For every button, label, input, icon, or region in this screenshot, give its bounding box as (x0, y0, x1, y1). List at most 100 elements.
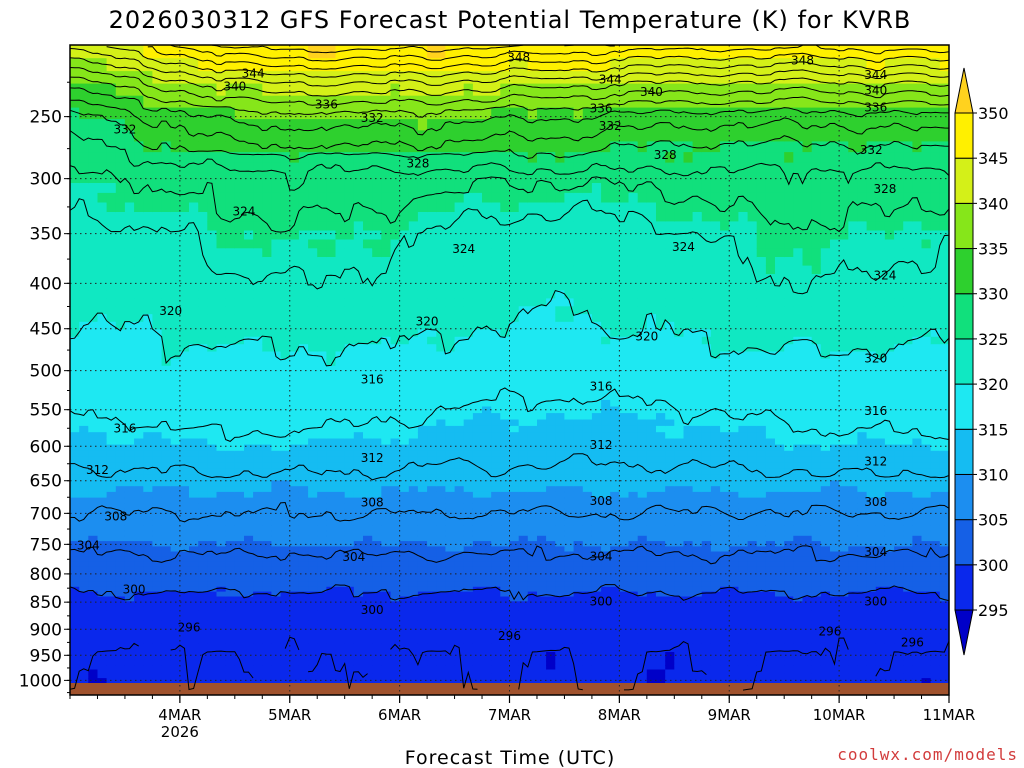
fill-cell (289, 379, 300, 388)
fill-cell (134, 336, 144, 345)
fill-cell (97, 541, 108, 547)
fill-cell (491, 336, 501, 345)
fill-cell (472, 556, 483, 563)
fill-cell (381, 212, 392, 222)
fill-cell (326, 83, 337, 97)
fill-cell (381, 321, 392, 330)
fill-cell (482, 351, 492, 360)
fill-cell (518, 336, 529, 345)
fill-cell (445, 239, 456, 249)
fill-cell (244, 336, 254, 345)
fill-cell (344, 432, 355, 439)
fill-cell (161, 620, 172, 626)
fill-cell (436, 152, 447, 164)
fill-cell (189, 551, 199, 558)
fill-cell (482, 678, 492, 683)
fill-cell (463, 514, 474, 521)
fill-cell (308, 192, 318, 204)
fill-cell (289, 239, 300, 249)
fill-cell (271, 351, 282, 360)
fill-cell (161, 130, 172, 142)
fill-cell (216, 107, 227, 120)
fill-cell (308, 596, 318, 602)
fill-cell (326, 344, 337, 353)
fill-cell (326, 530, 337, 537)
fill-cell (106, 525, 117, 532)
fill-cell (97, 634, 108, 640)
fill-cell (463, 652, 474, 657)
fill-cell (491, 306, 501, 315)
fill-cell (170, 413, 181, 421)
fill-cell (134, 282, 144, 291)
fill-cell (399, 656, 410, 662)
fill-cell (253, 462, 263, 470)
fill-cell (70, 358, 80, 367)
fill-cell (234, 130, 245, 142)
fill-cell (124, 172, 135, 184)
fill-cell (344, 556, 355, 563)
fill-cell (427, 486, 437, 493)
fill-cell (363, 444, 373, 452)
fill-cell (253, 425, 263, 433)
fill-cell (262, 372, 273, 381)
fill-cell (472, 212, 483, 222)
fill-cell (207, 314, 218, 323)
fill-cell (436, 314, 447, 323)
fill-cell (106, 202, 117, 213)
fill-cell (244, 95, 254, 109)
fill-cell (427, 647, 437, 653)
fill-cell (134, 551, 144, 558)
fill-cell (106, 638, 117, 644)
fill-cell (491, 629, 501, 635)
fill-cell (189, 239, 199, 249)
fill-cell (372, 221, 382, 232)
fill-cell (436, 519, 447, 526)
fill-cell (372, 571, 382, 578)
fill-cell (79, 624, 89, 630)
fill-cell (399, 406, 410, 414)
fill-cell (335, 192, 346, 204)
fill-cell (152, 456, 163, 464)
fill-cell (308, 491, 318, 499)
fill-cell (124, 678, 135, 683)
fill-cell (289, 358, 300, 367)
fill-cell (79, 239, 89, 249)
fill-cell (390, 514, 401, 521)
fill-cell (436, 321, 447, 330)
fill-cell (527, 172, 538, 184)
fill-cell (417, 432, 428, 439)
fill-cell (143, 413, 154, 421)
fill-cell (509, 432, 520, 439)
fill-cell (88, 183, 99, 194)
fill-cell (124, 298, 135, 307)
fill-cell (298, 673, 309, 679)
fill-cell (143, 248, 154, 258)
fill-cell (344, 541, 355, 547)
fill-cell (454, 282, 465, 291)
fill-cell (216, 329, 227, 338)
fill-cell (170, 399, 181, 408)
fill-cell (207, 141, 218, 153)
fill-cell (161, 119, 172, 131)
fill-cell (445, 248, 456, 258)
fill-cell (482, 58, 492, 72)
fill-cell (106, 306, 117, 315)
fill-cell (491, 399, 501, 408)
fill-cell (308, 647, 318, 653)
fill-cell (399, 566, 410, 573)
fill-cell (482, 141, 492, 153)
fill-cell (225, 192, 236, 204)
fill-cell (399, 497, 410, 504)
fill-cell (70, 652, 80, 657)
fill-cell (518, 624, 529, 630)
fill-cell (280, 290, 291, 299)
fill-cell (308, 615, 318, 621)
fill-cell (170, 514, 181, 521)
fill-cell (225, 571, 236, 578)
fill-cell (79, 571, 89, 578)
fill-cell (491, 665, 501, 671)
fill-cell (344, 450, 355, 458)
fill-cell (253, 290, 263, 299)
fill-cell (390, 652, 401, 657)
fill-cell (271, 386, 282, 394)
